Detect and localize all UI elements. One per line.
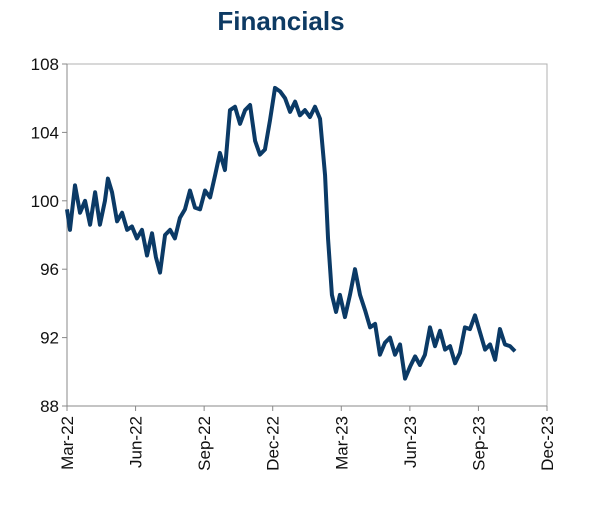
y-tick-label: 92 [40,329,59,348]
x-tick-label: Sep-23 [469,416,488,471]
y-tick-label: 100 [31,192,59,211]
x-tick-label: Jun-22 [127,416,146,468]
x-tick-label: Mar-22 [58,416,77,470]
x-tick-label: Dec-23 [538,416,557,471]
x-tick-label: Jun-23 [401,416,420,468]
y-tick-label: 104 [31,123,59,142]
x-tick-label: Sep-22 [195,416,214,471]
x-tick-label: Mar-23 [332,416,351,470]
chart-title: Financials [217,6,344,36]
data-line [65,85,517,381]
y-tick-label: 88 [40,397,59,416]
y-tick-label: 108 [31,55,59,74]
x-tick-label: Dec-22 [264,416,283,471]
y-tick-label: 96 [40,260,59,279]
